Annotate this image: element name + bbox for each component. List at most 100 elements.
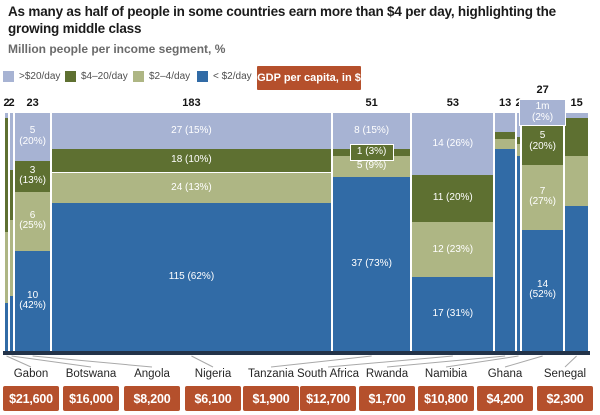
bar-segment <box>5 232 9 304</box>
bar-segment <box>495 132 515 140</box>
bar-segment: 37 (73%) <box>332 177 411 351</box>
callout-box: 1m (2%) <box>519 99 567 126</box>
country-label: Botswana <box>65 368 117 380</box>
gdp-badge: $12,700 <box>300 386 356 411</box>
country-label: Ghana <box>487 368 523 380</box>
country-label: Senegal <box>543 368 587 380</box>
country-label: Gabon <box>13 368 49 380</box>
legend-item: < $2/day <box>197 70 252 83</box>
bar-segment <box>565 205 588 351</box>
bar-segment: 6 (25%) <box>15 191 51 252</box>
bar-column-ghana: 5 (20%) 7 (27%) 14 (52%) <box>522 113 564 351</box>
bar-segment: 8 (15%) <box>332 113 411 149</box>
gdp-badge: $16,000 <box>63 386 119 411</box>
bar-segment: 3 (13%) <box>15 160 51 192</box>
gdp-badge: $2,300 <box>537 386 593 411</box>
gdp-badge: $21,600 <box>3 386 59 411</box>
gdp-badge: $4,200 <box>477 386 533 411</box>
country-label: Nigeria <box>194 368 232 380</box>
bar-column-rwanda <box>495 113 515 351</box>
bar-column-angola: 5 (20%) 3 (13%) 6 (25%) 10 (42%) <box>15 113 51 351</box>
column-total-label: 2 <box>515 97 521 109</box>
legend-swatch-icon <box>65 71 76 82</box>
segment-label: 27 (15%) <box>171 124 212 136</box>
bar-segment <box>516 113 521 137</box>
column-total-label: 51 <box>365 97 378 109</box>
legend-label: >$20/day <box>19 71 61 82</box>
legend-swatch-icon <box>3 71 14 82</box>
country-label: Tanzania <box>247 368 295 380</box>
bar-segment <box>495 139 515 149</box>
gdp-badge: $1,900 <box>243 386 299 411</box>
legend-item: $2–4/day <box>133 70 190 83</box>
bar-segment <box>495 148 515 351</box>
column-total-label: 15 <box>570 97 583 109</box>
segment-label: 5 (9%) <box>356 160 387 172</box>
legend-item: >$20/day <box>3 70 60 83</box>
segment-label: 8 (15%) <box>354 124 390 136</box>
country-label: South Africa <box>296 368 360 380</box>
country-label: Angola <box>134 368 170 380</box>
callout-label: 1 (3%) <box>356 145 387 157</box>
bar-segment <box>516 143 521 156</box>
bar-segment: 24 (13%) <box>52 172 331 204</box>
segment-label: 10 (42%) <box>19 289 46 311</box>
bar-segment: 11 (20%) <box>412 174 494 223</box>
bar-column-botswana <box>10 113 14 351</box>
bar-column-namibia <box>516 113 521 351</box>
segment-label: 5 (20%) <box>19 125 46 147</box>
legend-item: $4–20/day <box>65 70 128 83</box>
segment-label: 7 (27%) <box>529 185 556 208</box>
bar-segment: 27 (15%) <box>52 113 331 149</box>
bar-segment <box>516 155 521 351</box>
bar-segment: 14 (26%) <box>412 113 494 175</box>
segment-label: 14 (52%) <box>529 278 556 301</box>
gdp-per-capita-legend-badge: GDP per capita, in $ <box>257 66 361 90</box>
segment-label: 3 (13%) <box>19 164 46 187</box>
bar-column-gabon <box>5 113 9 351</box>
bar-segment <box>10 296 14 351</box>
bar-segment <box>10 170 14 221</box>
legend-swatch-icon <box>197 71 208 82</box>
bar-segment: 5 (20%) <box>15 113 51 161</box>
bar-segment <box>10 220 14 297</box>
bar-segment: 12 (23%) <box>412 222 494 278</box>
column-total-label: 13 <box>498 97 512 109</box>
segment-label: 6 (25%) <box>19 209 46 232</box>
segment-label: 18 (10%) <box>171 154 212 166</box>
segment-label: 24 (13%) <box>171 181 212 193</box>
segment-label: 12 (23%) <box>432 243 474 255</box>
gdp-badge: $1,700 <box>359 386 415 411</box>
legend-swatch-icon <box>133 71 144 82</box>
legend-label: < $2/day <box>213 71 252 82</box>
bar-segment: 5 (9%) <box>332 155 411 178</box>
column-total-label: 53 <box>446 97 459 109</box>
column-total-label: 27 <box>536 84 549 96</box>
bar-segment: 17 (31%) <box>412 277 494 351</box>
gdp-badge: $6,100 <box>185 386 241 411</box>
bar-column-south-africa: 14 (26%) 11 (20%) 12 (23%) 17 (31%) <box>412 113 494 351</box>
baseline-bar <box>3 351 590 355</box>
column-total-label: 23 <box>26 97 39 109</box>
bar-segment: 115 (62%) <box>52 203 331 351</box>
column-total-label: 183 <box>182 97 201 109</box>
bar-segment <box>5 113 9 118</box>
segment-label: 115 (62%) <box>168 270 215 282</box>
bar-segment: 7 (27%) <box>522 165 564 230</box>
country-label: Rwanda <box>365 368 409 380</box>
bar-segment <box>495 113 515 133</box>
bar-segment: 10 (42%) <box>15 251 51 351</box>
country-label: Namibia <box>424 368 468 380</box>
bar-segment <box>5 117 9 232</box>
segment-label: 14 (26%) <box>432 137 474 149</box>
gdp-badge: $10,800 <box>418 386 474 411</box>
gdp-badge: $8,200 <box>124 386 180 411</box>
segment-label: 5 (20%) <box>529 130 556 152</box>
bar-column-nigeria: 27 (15%) 18 (10%) 24 (13%) 115 (62%) <box>52 113 331 351</box>
callout-label: 1m (2%) <box>532 101 554 123</box>
bar-segment <box>10 113 14 171</box>
chart-subtitle: Million people per income segment, % <box>8 42 226 56</box>
segment-label: 17 (31%) <box>432 307 474 319</box>
bar-segment: 14 (52%) <box>522 229 564 351</box>
